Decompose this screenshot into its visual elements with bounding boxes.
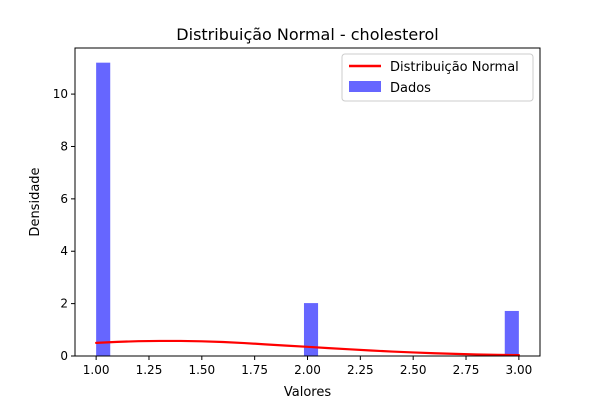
legend-bar-swatch — [349, 81, 381, 92]
chart-title: Distribuição Normal - cholesterol — [176, 25, 438, 44]
normal-curve-line — [95, 339, 520, 357]
legend-box — [341, 53, 534, 102]
x-tick-label: 2.00 — [294, 363, 321, 377]
x-tick-label: 3.00 — [506, 363, 533, 377]
y-tick-label: 2 — [60, 297, 68, 311]
y-tick-label: 4 — [60, 244, 68, 258]
x-tick-label: 1.75 — [241, 363, 268, 377]
legend-label-normal: Distribuição Normal — [390, 60, 519, 75]
x-axis-ticks: 1.00 1.25 1.50 1.75 2.00 2.25 2.50 2.75 3.00 — [83, 356, 532, 377]
histogram-bars — [96, 62, 519, 357]
y-tick-label: 6 — [60, 192, 68, 206]
y-axis-ticks: 0 2 4 6 8 10 — [53, 87, 75, 363]
x-tick-label: 1.00 — [83, 363, 110, 377]
histogram-bar-1 — [96, 62, 111, 357]
x-tick-label: 1.50 — [188, 363, 215, 377]
histogram-bar-3 — [504, 310, 519, 356]
y-tick-label: 8 — [60, 139, 68, 153]
y-tick-label: 0 — [60, 349, 68, 363]
legend: Distribuição Normal Dados — [341, 53, 534, 102]
x-axis-label: Valores — [284, 385, 331, 400]
legend-label-dados: Dados — [390, 81, 431, 96]
x-tick-label: 1.25 — [136, 363, 163, 377]
y-axis-label: Densidade — [28, 167, 43, 236]
y-tick-label: 10 — [53, 87, 68, 101]
histogram-bar-2 — [303, 303, 319, 356]
x-tick-label: 2.25 — [347, 363, 374, 377]
normal-curve — [95, 339, 520, 357]
x-tick-label: 2.75 — [453, 363, 480, 377]
x-tick-label: 2.50 — [400, 363, 427, 377]
